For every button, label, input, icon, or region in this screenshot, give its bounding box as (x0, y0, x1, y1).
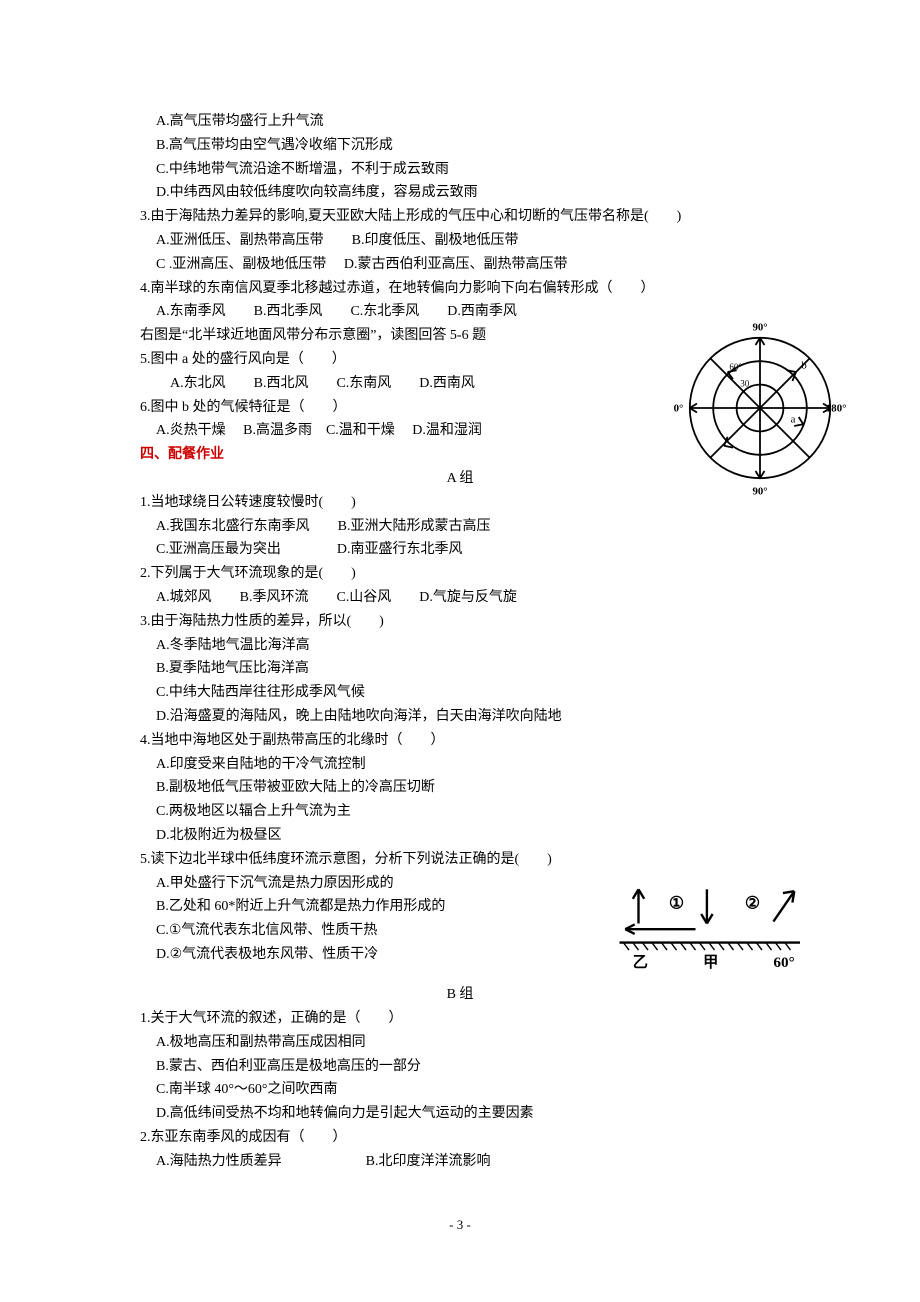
fig3-lbl-top: 90° (752, 322, 767, 334)
groupB-head: B 组 (130, 983, 790, 1007)
A4-opt-C: C.两极地区以辐合上升气流为主 (156, 800, 790, 824)
B1-opt-C: C.南半球 40°～60°之间吹西南 (156, 1078, 790, 1102)
fig3-60: 60° (729, 362, 742, 372)
A4-opt-B: B.副极地低气压带被亚欧大陆上的冷高压切断 (156, 776, 790, 800)
A4-stem: 4.当地中海地区处于副热带高压的北缘时（ ） (140, 729, 790, 753)
q3-stem: 3.由于海陆热力差异的影响,夏天亚欧大陆上形成的气压中心和切断的气压带名称是( … (140, 205, 790, 229)
q2-opt-D: D.中纬西风由较低纬度吹向较高纬度，容易成云致雨 (156, 181, 790, 205)
B2-stem: 2.东亚东南季风的成因有（ ） (140, 1126, 790, 1150)
A1-opts-AB: A.我国东北盛行东南季风 B.亚洲大陆形成蒙古高压 (156, 515, 790, 539)
A3-opt-C: C.中纬大陆西岸往往形成季风气候 (156, 681, 790, 705)
fig5-one: ① (669, 893, 684, 912)
fig3-b: b (801, 360, 806, 372)
fig5-jia: 甲 (703, 954, 718, 971)
A3-opt-B: B.夏季陆地气压比海洋高 (156, 657, 790, 681)
B2-opts: A.海陆热力性质差异 B.北印度洋洋流影响 (156, 1150, 790, 1174)
q3-opts-AB: A.亚洲低压、副热带高压带 B.印度低压、副极地低压带 (156, 229, 790, 253)
fig3-lbl-right: 180° (826, 403, 846, 415)
fig3-30: 30 (740, 379, 750, 389)
fig3-lbl-left: 0° (674, 403, 684, 415)
B1-opt-D: D.高低纬间受热不均和地转偏向力是引起大气运动的主要因素 (156, 1102, 790, 1126)
fig5-yi: 乙 (633, 954, 648, 971)
A4-opt-D: D.北极附近为极昼区 (156, 824, 790, 848)
q4-stem: 4.南半球的东南信风夏季北移越过赤道，在地转偏向力影响下向右偏转形成（ ） (140, 277, 790, 301)
fig3-a: a (791, 414, 796, 426)
q2-opt-B: B.高气压带均由空气遇冷收缩下沉形成 (156, 134, 790, 158)
q2-opt-A: A.高气压带均盛行上升气流 (156, 110, 790, 134)
page-number: - 3 - (130, 1214, 790, 1236)
A3-opt-A: A.冬季陆地气温比海洋高 (156, 634, 790, 658)
q2-opt-C: C.中纬地带气流沿途不断增温，不利于成云致雨 (156, 158, 790, 182)
A4-opt-A: A.印度受来自陆地的干冷气流控制 (156, 753, 790, 777)
A3-stem: 3.由于海陆热力性质的差异，所以( ) (140, 610, 790, 634)
B1-stem: 1.关于大气环流的叙述，正确的是（ ） (140, 1007, 790, 1031)
q3-opts-CD: C .亚洲高压、副极地低压带 D.蒙古西伯利亚高压、副热带高压带 (156, 253, 790, 277)
A5-stem: 5.读下边北半球中低纬度环流示意图，分析下列说法正确的是( ) (140, 848, 790, 872)
fig5-two: ② (745, 893, 760, 912)
B1-opt-B: B.蒙古、西伯利亚高压是极地高压的一部分 (156, 1055, 790, 1079)
B1-opt-A: A.极地高压和副热带高压成因相同 (156, 1031, 790, 1055)
fig5-diagram: ① ② 乙 甲 60° (600, 876, 810, 980)
fig3-diagram: 90° 180° 90° 0° a b 30 60° (670, 318, 850, 498)
A3-opt-D: D.沿海盛夏的海陆风，晚上由陆地吹向海洋，白天由海洋吹向陆地 (156, 705, 790, 729)
A2-stem: 2.下列属于大气环流现象的是( ) (140, 562, 790, 586)
A1-opts-CD: C.亚洲高压最为突出 D.南亚盛行东北季风 (156, 538, 790, 562)
fig5-deg: 60° (773, 954, 794, 971)
fig3-lbl-bottom: 90° (752, 486, 767, 498)
A2-opts: A.城郊风 B.季风环流 C.山谷风 D.气旋与反气旋 (156, 586, 790, 610)
